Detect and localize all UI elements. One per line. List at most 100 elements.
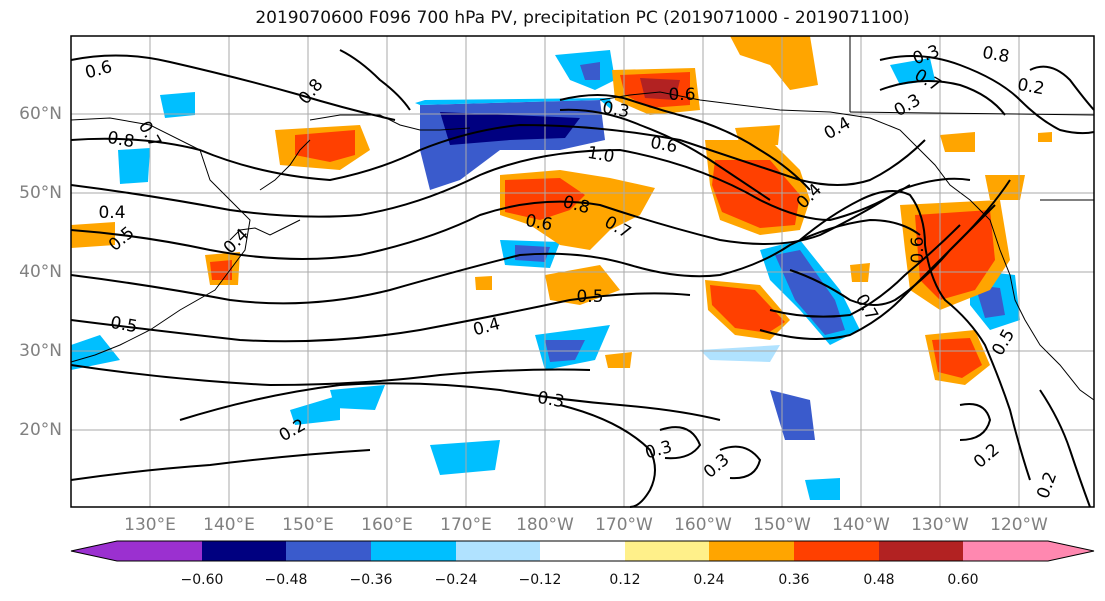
contour-line [70,54,396,121]
contour-line [719,445,762,480]
latitude-label: 60°N [19,104,62,124]
contour-line [339,49,411,111]
north-america-coastline [599,91,1095,401]
strong-positive-fill [915,210,995,300]
japan-coastline [229,219,301,241]
longitude-label: 160°E [361,515,413,535]
positive-fill [545,265,620,305]
colorbar-tick-label: 0.48 [863,572,895,588]
coastlines [70,36,1095,401]
colorbar [70,540,1095,562]
contour-label: 0.2 [1016,75,1046,99]
colorbar-max-arrow [1048,541,1094,561]
contour-label: 0.5 [576,287,603,307]
contour-line [70,364,591,387]
contour-label: 0.6 [908,236,928,263]
positive-fill [735,125,780,145]
colorbar-segment [879,541,963,561]
contour-line [559,404,656,508]
contour-label: 0.8 [981,43,1011,67]
contour-label: 0.6 [668,85,695,105]
positive-fill [940,132,975,152]
colorbar-tick-label: −0.60 [180,572,224,588]
colorbar-tick-label: −0.24 [434,572,478,588]
colorbar-outline [70,540,1095,562]
contour-label: 0.3 [536,388,566,412]
colorbar-segment [117,541,202,561]
asia-coastline [70,117,251,363]
colorbar-tick-label: 0.60 [947,572,979,588]
negative-fill [580,62,600,80]
contour-line [659,426,702,460]
contour-label: 0.4 [98,203,125,223]
contour-line [179,382,721,421]
latitude-label: 20°N [19,420,62,440]
strong-positive-fill [295,130,355,162]
longitude-label: 140°E [203,515,255,535]
colorbar-tick-label: −0.48 [264,572,308,588]
latitude-label: 30°N [19,341,62,361]
contour-line [879,80,1006,116]
contour-line [1029,65,1095,111]
negative-fill [805,478,840,500]
contour-line [769,224,961,318]
longitude-label: 170°W [595,515,653,535]
strong-positive-fill [710,285,785,333]
longitude-label: 160°W [674,515,732,535]
contour-line [559,108,771,201]
colorbar-segment [371,541,456,561]
longitude-label: 140°W [832,515,890,535]
contour-line [70,218,921,305]
negative-fill [118,148,150,184]
longitude-label: 150°E [282,515,334,535]
contour-line [70,148,911,222]
longitude-label: 130°E [124,515,176,535]
colorbar-tick-label: −0.12 [518,572,562,588]
colorbar-segment [202,541,286,561]
positive-fill [730,36,818,90]
contour-line [70,449,371,481]
map-grid [71,36,1094,507]
colorbar-min-arrow [71,541,117,561]
contour-line [1039,389,1091,508]
contour-line [70,292,691,343]
colorbar-tick-label: 0.36 [778,572,810,588]
contour-label: 1.0 [586,143,616,167]
contour-line [70,123,926,186]
longitude-label: 120°W [990,515,1048,535]
latitude-label: 40°N [19,262,62,282]
border-line [849,111,1095,116]
negative-fill [71,335,120,370]
negative-fill [890,58,935,85]
negative-fill [290,395,340,425]
colorbar-segment [963,541,1048,561]
colorbar-tick-label: −0.36 [349,572,393,588]
colorbar-segment [794,541,879,561]
longitude-label: 170°E [440,515,492,535]
positive-fill [71,222,115,248]
contour-label: 0.5 [109,313,139,337]
contour-line [799,190,1031,481]
colorbar-segment [625,541,709,561]
colorbar-segment [456,541,540,561]
pv-contours [70,49,1095,508]
colorbar-tick-label: 0.24 [693,572,725,588]
contour-line [879,55,1095,135]
negative-fill [770,390,815,440]
longitude-label: 150°W [753,515,811,535]
negative-fill [330,385,385,410]
positive-fill [475,276,492,290]
colorbar-segment [540,541,625,561]
contour-line [70,177,971,260]
negative-fill [430,440,500,475]
kamchatka-coastline [309,114,471,131]
negative-fill [975,285,1005,318]
negative-fill [160,92,195,118]
positive-fill [1038,132,1052,142]
contour-line [559,94,811,191]
colorbar-tick-label: 0.12 [609,572,641,588]
colorbar-segment [709,541,794,561]
longitude-label: 130°W [911,515,969,535]
map-frame [70,35,1095,508]
